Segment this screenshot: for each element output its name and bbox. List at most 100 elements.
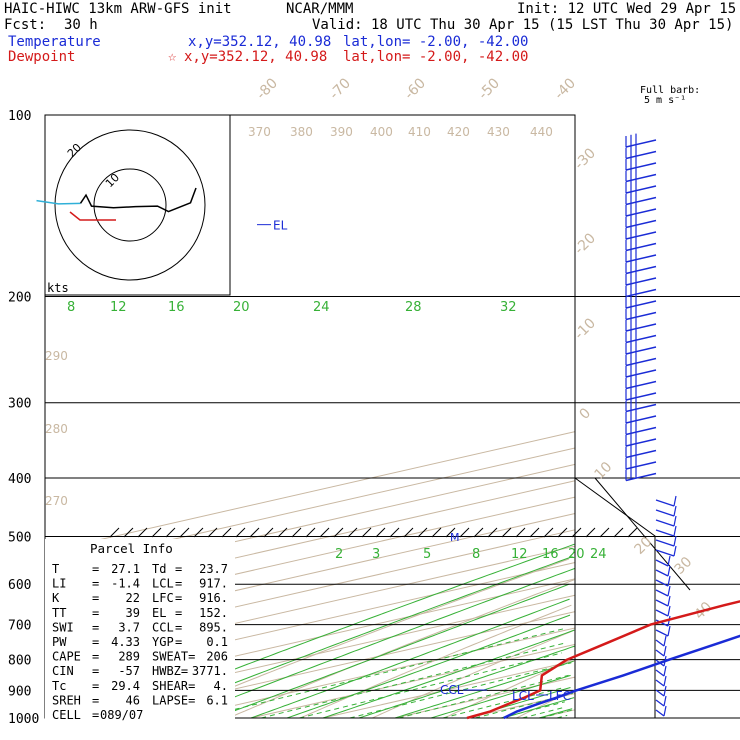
hatch-mark (529, 527, 540, 538)
hodograph-units: kts (47, 281, 69, 295)
pressure-tick-label: 700 (8, 619, 31, 634)
theta-label: 420 (447, 125, 470, 139)
isotherm-label: 30 (672, 554, 696, 578)
dewpoint-label: Dewpoint (8, 49, 76, 65)
mixing-ratio-label: 5 (423, 547, 431, 562)
hatch-mark (235, 527, 246, 538)
moist-adiabat-line (430, 674, 571, 719)
wind-barb (625, 150, 657, 160)
moist-adiabat-line (538, 708, 573, 719)
wind-barb (625, 300, 657, 309)
hatch-mark (305, 527, 316, 538)
hatch-mark (249, 527, 260, 538)
parcel-info-title: Parcel Info (90, 541, 173, 556)
theta-label: 270 (45, 494, 68, 508)
hatch-mark (431, 527, 442, 538)
theta-label: 410 (408, 125, 431, 139)
hatch-mark (543, 527, 554, 538)
mixing-ratio-label: 16 (542, 547, 559, 562)
wind-barb (625, 265, 657, 275)
isotherm-label: 0 (577, 405, 595, 423)
parcel-cell: K (52, 591, 60, 605)
wind-barb (625, 357, 657, 367)
wind-barb (625, 139, 657, 148)
wind-barb (625, 288, 657, 298)
lcl-label: LCL (512, 689, 534, 703)
wind-barb (625, 185, 657, 194)
sounding-series: EL M CCL LCL LFC (257, 219, 740, 720)
wind-barb (655, 549, 675, 557)
wind-barb (655, 519, 675, 527)
theta-label: 390 (330, 125, 353, 139)
wind-barb-feather (667, 605, 671, 617)
wind-barb (625, 392, 657, 401)
parcel-cell: 089/07 (100, 708, 143, 722)
isotherm-label: -10 (572, 315, 599, 342)
wind-barb (655, 559, 669, 567)
temperature-latlon: lat,lon= -2.00, -42.00 (343, 34, 529, 50)
parcel-cell: 0.1 (206, 635, 228, 649)
wind-barb-feather (663, 635, 667, 647)
theta-label: 440 (530, 125, 553, 139)
barb-legend-line2: 5 m s⁻¹ (644, 95, 687, 106)
wind-barb (625, 380, 657, 390)
wind-barb-feather (667, 595, 671, 607)
wind-barb (625, 219, 657, 229)
isotherm-line (250, 643, 576, 719)
wind-barb (655, 509, 675, 517)
wind-barb (625, 334, 657, 344)
hatch-mark (571, 527, 582, 538)
wind-barb-feather (663, 645, 667, 657)
wind-barb (655, 499, 675, 507)
fcst-label: Fcst: (4, 17, 47, 33)
hodograph-ring-outer (54, 129, 206, 281)
parcel-cell: 916. (199, 591, 228, 605)
mixing-ratio-label: 24 (590, 547, 607, 562)
dewpoint-latlon: lat,lon= -2.00, -42.00 (343, 49, 529, 65)
parcel-cell: LI (52, 577, 66, 591)
hatch-mark (361, 527, 372, 538)
mixing-ratio-label: 12 (110, 300, 127, 315)
wind-barb (625, 403, 657, 413)
mixing-ratio-label: 24 (313, 300, 330, 315)
hatch-mark (445, 527, 456, 538)
hatch-mark (193, 527, 204, 538)
theta-label: 380 (290, 125, 313, 139)
mixing-ratio-label: 2 (335, 547, 343, 562)
mixing-ratio-label: 28 (405, 300, 422, 315)
hatch-mark (263, 527, 274, 538)
wind-barb (655, 649, 665, 657)
barb-panel-diagonal (594, 477, 691, 591)
parcel-cell: HWBZ= (152, 664, 188, 678)
wind-barb (655, 699, 665, 707)
parcel-cell: 289 (118, 650, 140, 664)
init-time: Init: 12 UTC Wed 29 Apr 15 (517, 1, 737, 17)
pressure-tick-label: 800 (8, 654, 31, 669)
theta-label: 290 (45, 349, 68, 363)
parcel-cell: SHEAR= (152, 679, 195, 693)
mixing-ratio-line (522, 706, 565, 719)
wind-barb (655, 619, 669, 627)
parcel-cell: = (92, 693, 99, 707)
plot-frame (44, 114, 691, 719)
wind-barb (655, 689, 665, 697)
hatch-mark (207, 527, 218, 538)
isotherm-label: -30 (572, 145, 599, 172)
wind-barb-feather (667, 575, 671, 587)
wind-barb (625, 208, 657, 217)
isotherm-line (322, 660, 576, 719)
parcel-cell: T (52, 562, 59, 576)
pressure-tick-label: 200 (8, 291, 31, 306)
parcel-cell: LAPSE= (152, 693, 195, 707)
parcel-cell: CIN (52, 664, 74, 678)
wind-barb (625, 426, 657, 436)
moist-adiabat-line (394, 660, 574, 719)
wind-barb (625, 415, 657, 424)
isotherm-label: -60 (402, 75, 429, 102)
parcel-cell: = (175, 635, 182, 649)
wind-barb-feather (663, 675, 667, 687)
model-title: HAIC-HIWC 13km ARW-GFS init (4, 1, 232, 17)
wind-barb (625, 254, 657, 263)
mixing-ratio-lines (199, 627, 574, 719)
hatch-mark (375, 527, 386, 538)
